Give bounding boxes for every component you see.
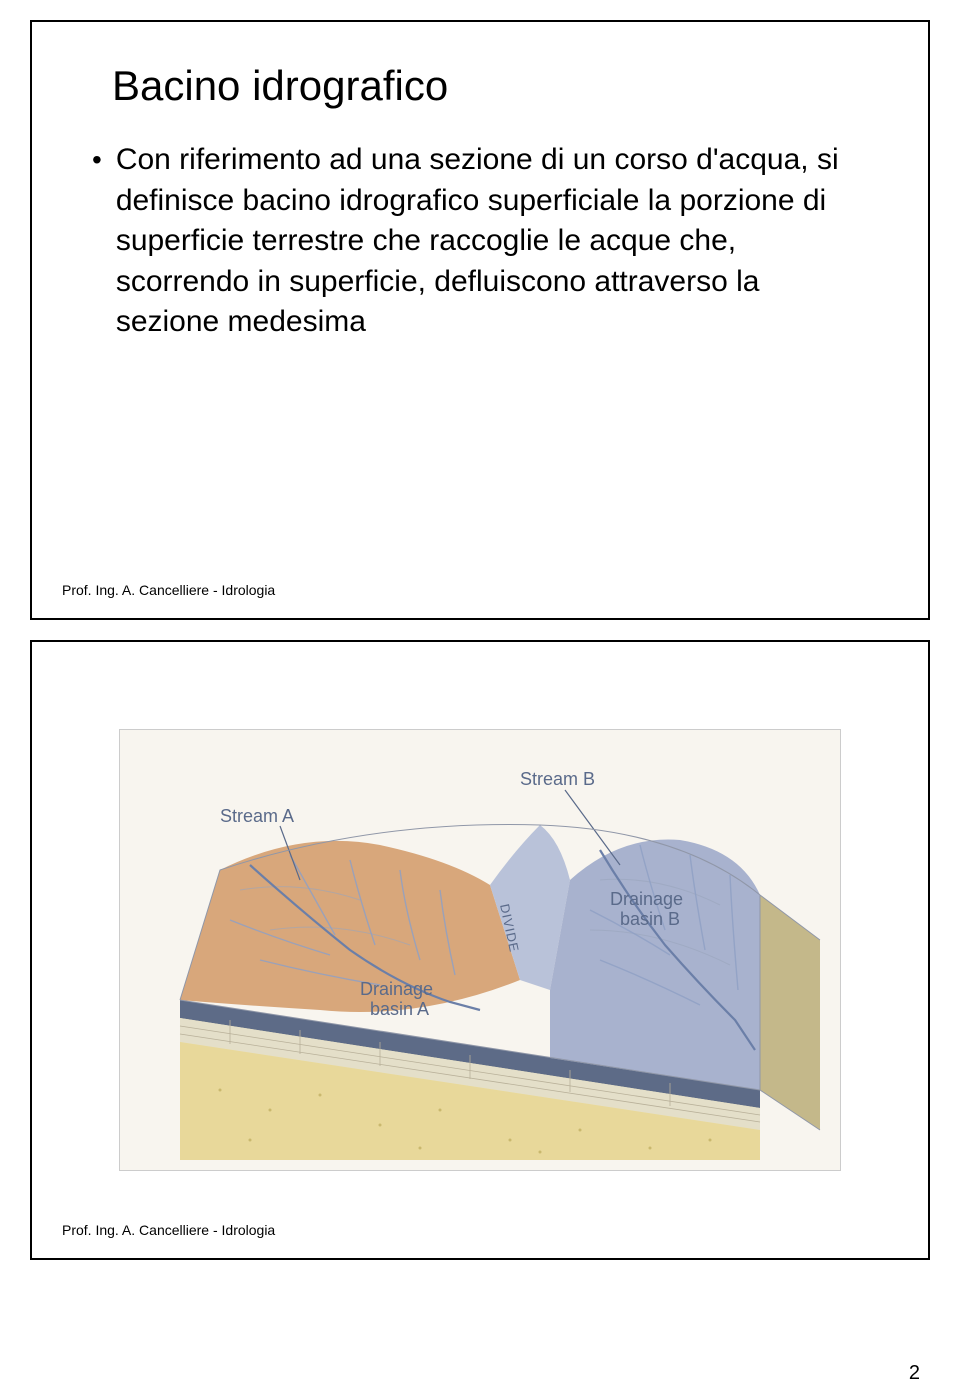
slide-1: Bacino idrografico • Con riferimento ad … — [30, 20, 930, 620]
block-side-face — [760, 895, 820, 1130]
label-basin-a-1: Drainage — [360, 979, 433, 999]
slide-footer: Prof. Ing. A. Cancelliere - Idrologia — [62, 582, 275, 598]
slide-footer: Prof. Ing. A. Cancelliere - Idrologia — [62, 1222, 275, 1238]
label-basin-b-2: basin B — [620, 909, 680, 929]
slide-2: Stream A Stream B Drainage basin B Drain… — [30, 640, 930, 1260]
label-basin-a-2: basin A — [370, 999, 429, 1019]
bullet-text: Con riferimento ad una sezione di un cor… — [116, 140, 868, 343]
page-number: 2 — [909, 1362, 920, 1385]
label-stream-b: Stream B — [520, 769, 595, 789]
bullet-item: • Con riferimento ad una sezione di un c… — [92, 140, 868, 343]
bullet-dot: • — [92, 140, 102, 179]
drainage-basin-diagram: Stream A Stream B Drainage basin B Drain… — [119, 729, 841, 1171]
diagram-svg: Stream A Stream B Drainage basin B Drain… — [120, 730, 840, 1170]
label-basin-b-1: Drainage — [610, 889, 683, 909]
slide-title: Bacino idrografico — [112, 62, 868, 110]
label-stream-a: Stream A — [220, 806, 294, 826]
